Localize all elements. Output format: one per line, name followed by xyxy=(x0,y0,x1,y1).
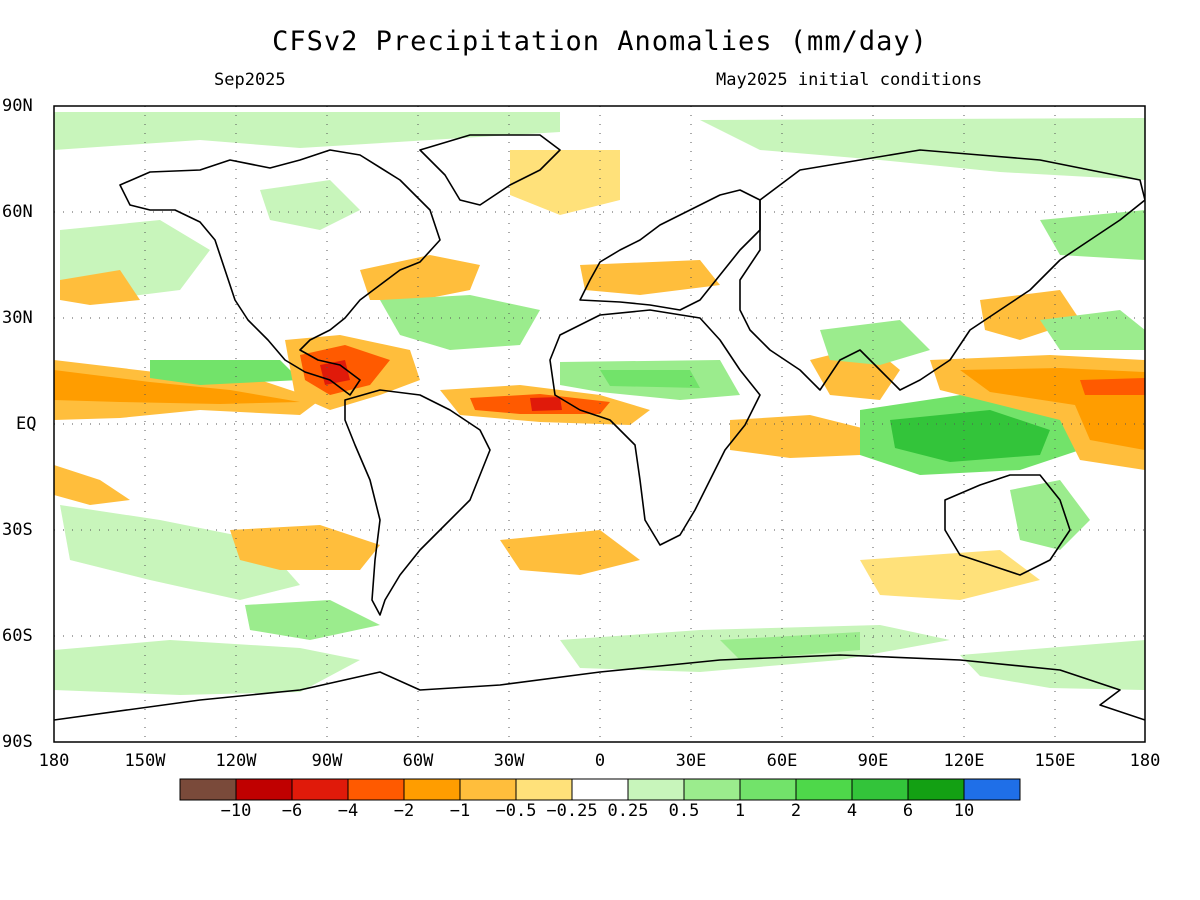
colorbar-swatch-7 xyxy=(571,778,629,801)
colorbar-swatch-13 xyxy=(907,778,965,801)
dry-region-tropical-atlantic-peak xyxy=(530,397,562,411)
wet-region-central-pacific xyxy=(150,360,300,385)
wet-region-arctic xyxy=(54,112,560,150)
colorbar-label-13: 10 xyxy=(953,801,975,821)
lat-label-90n: 90N xyxy=(2,96,33,116)
dry-region-south-indian-ocean xyxy=(860,550,1040,600)
lat-label-30s: 30S xyxy=(2,520,33,540)
lon-label-90e: 90E xyxy=(857,751,889,771)
coastline-north-america xyxy=(119,149,441,396)
colorbar-swatch-0 xyxy=(179,778,237,801)
colorbar-label-5: −0.5 xyxy=(495,801,537,821)
colorbar-swatch-12 xyxy=(851,778,909,801)
colorbar-swatch-1 xyxy=(235,778,293,801)
colorbar-label-1: −6 xyxy=(281,801,303,821)
wet-region-east-australia xyxy=(1010,480,1090,550)
graticule xyxy=(54,106,1145,742)
dry-region-europe xyxy=(580,260,720,295)
colorbar-swatch-8 xyxy=(627,778,685,801)
dry-region-indian-ocean xyxy=(730,415,870,458)
coastline-asia xyxy=(739,149,1145,391)
dry-region-tropical-pacific-core xyxy=(54,370,300,404)
colorbar-label-6: −0.25 xyxy=(546,801,598,821)
colorbar-swatch-10 xyxy=(739,778,797,801)
map-title: CFSv2 Precipitation Anomalies (mm/day) xyxy=(272,26,928,57)
lon-label-30w: 30W xyxy=(493,751,525,771)
coastline-australia xyxy=(944,474,1071,576)
lon-label-150w: 150W xyxy=(124,751,166,771)
colorbar-label-9: 1 xyxy=(734,801,746,821)
colorbar-label-4: −1 xyxy=(449,801,471,821)
dry-region-north-atlantic xyxy=(360,255,480,300)
wet-region-southern-ocean-core xyxy=(720,632,860,660)
colorbar-swatch-5 xyxy=(459,778,517,801)
colorbar-label-12: 6 xyxy=(902,801,914,821)
lon-label-60e: 60E xyxy=(766,751,798,771)
colorbar-label-11: 4 xyxy=(846,801,858,821)
lon-label-150e: 150E xyxy=(1034,751,1076,771)
colorbar-label-2: −4 xyxy=(337,801,359,821)
lon-label-120e: 120E xyxy=(943,751,985,771)
coastline-greenland xyxy=(419,134,561,206)
lon-label-180w: 180 xyxy=(38,751,70,771)
dry-region-north-pacific xyxy=(60,270,140,305)
dry-region-south-atlantic xyxy=(500,530,640,575)
colorbar-label-3: −2 xyxy=(393,801,415,821)
colorbar-label-8: 0.5 xyxy=(668,801,700,821)
colorbar xyxy=(179,778,1021,801)
lon-label-60w: 60W xyxy=(402,751,434,771)
dry-region-southeast-pacific xyxy=(54,465,130,505)
colorbar-swatch-6 xyxy=(515,778,573,801)
wet-region-south-pacific-patch xyxy=(245,600,380,640)
colorbar-swatch-14 xyxy=(963,778,1021,801)
valid-month-label: Sep2025 xyxy=(214,70,286,90)
colorbar-swatch-11 xyxy=(795,778,853,801)
map-frame xyxy=(53,105,1146,743)
wet-region-northeast-asia xyxy=(1040,210,1145,260)
coastlines xyxy=(54,134,1145,721)
lon-label-90w: 90W xyxy=(311,751,343,771)
wet-region-northwest-pacific xyxy=(1040,310,1145,350)
wet-region-southern-ocean-west xyxy=(54,640,360,695)
anomaly-field xyxy=(54,112,1145,695)
wet-region-maritime-core xyxy=(890,410,1050,462)
lon-label-30e: 30E xyxy=(675,751,707,771)
colorbar-label-7: 0.25 xyxy=(607,801,649,821)
coastline-antarctica xyxy=(54,654,1145,721)
wet-region-sahel-core xyxy=(600,370,700,388)
wet-region-arctic-asia xyxy=(700,118,1145,180)
lon-label-180e: 180 xyxy=(1129,751,1161,771)
lat-label-30n: 30N xyxy=(2,308,33,328)
initial-conditions-label: May2025 initial conditions xyxy=(716,70,983,90)
lat-label-60n: 60N xyxy=(2,202,33,222)
wet-region-india xyxy=(820,320,930,365)
colorbar-swatch-3 xyxy=(347,778,405,801)
coastline-africa xyxy=(549,309,761,546)
coastline-south-america xyxy=(344,389,491,616)
dry-region-south-pacific xyxy=(230,525,380,570)
lat-label-90s: 90S xyxy=(2,732,33,752)
colorbar-label-0: −10 xyxy=(220,801,252,821)
wet-region-northwest-north-america xyxy=(260,180,360,230)
colorbar-swatch-9 xyxy=(683,778,741,801)
lat-label-60s: 60S xyxy=(2,626,33,646)
colorbar-label-10: 2 xyxy=(790,801,802,821)
lon-label-120w: 120W xyxy=(215,751,257,771)
coastline-europe xyxy=(579,189,761,311)
lon-label-0: 0 xyxy=(594,751,606,771)
wet-region-southern-ocean-east xyxy=(960,640,1145,690)
wet-region-south-pacific-band xyxy=(60,505,300,600)
colorbar-swatch-4 xyxy=(403,778,461,801)
colorbar-swatch-2 xyxy=(291,778,349,801)
lat-label-eq: EQ xyxy=(16,414,37,434)
dry-region-west-pacific-peak xyxy=(1080,378,1145,395)
dry-region-greenland-sea xyxy=(510,150,620,215)
wet-region-north-atlantic xyxy=(380,295,540,350)
